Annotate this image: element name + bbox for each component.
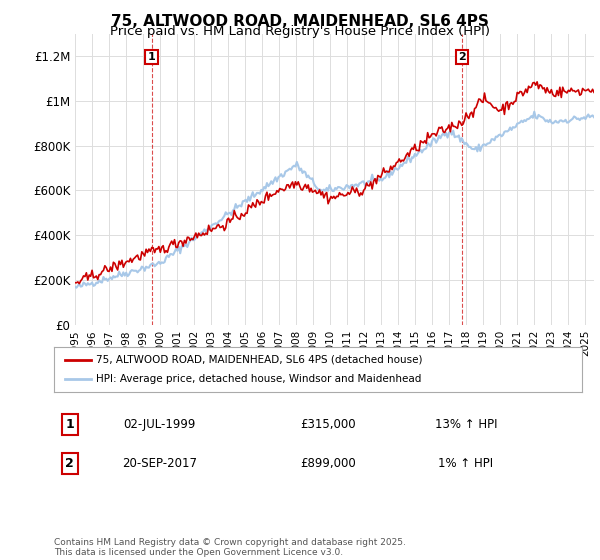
Text: 75, ALTWOOD ROAD, MAIDENHEAD, SL6 4PS: 75, ALTWOOD ROAD, MAIDENHEAD, SL6 4PS — [111, 14, 489, 29]
Text: HPI: Average price, detached house, Windsor and Maidenhead: HPI: Average price, detached house, Wind… — [96, 375, 422, 385]
Text: Contains HM Land Registry data © Crown copyright and database right 2025.
This d: Contains HM Land Registry data © Crown c… — [54, 538, 406, 557]
Text: £899,000: £899,000 — [301, 457, 356, 470]
Text: 1: 1 — [65, 418, 74, 431]
Text: 1: 1 — [148, 52, 155, 62]
Text: 20-SEP-2017: 20-SEP-2017 — [122, 457, 197, 470]
Text: 2: 2 — [458, 52, 466, 62]
Text: 1% ↑ HPI: 1% ↑ HPI — [438, 457, 493, 470]
Text: 02-JUL-1999: 02-JUL-1999 — [124, 418, 196, 431]
Text: 13% ↑ HPI: 13% ↑ HPI — [434, 418, 497, 431]
Text: Price paid vs. HM Land Registry's House Price Index (HPI): Price paid vs. HM Land Registry's House … — [110, 25, 490, 38]
Text: 2: 2 — [65, 457, 74, 470]
Text: 75, ALTWOOD ROAD, MAIDENHEAD, SL6 4PS (detached house): 75, ALTWOOD ROAD, MAIDENHEAD, SL6 4PS (d… — [96, 354, 423, 365]
Text: £315,000: £315,000 — [301, 418, 356, 431]
